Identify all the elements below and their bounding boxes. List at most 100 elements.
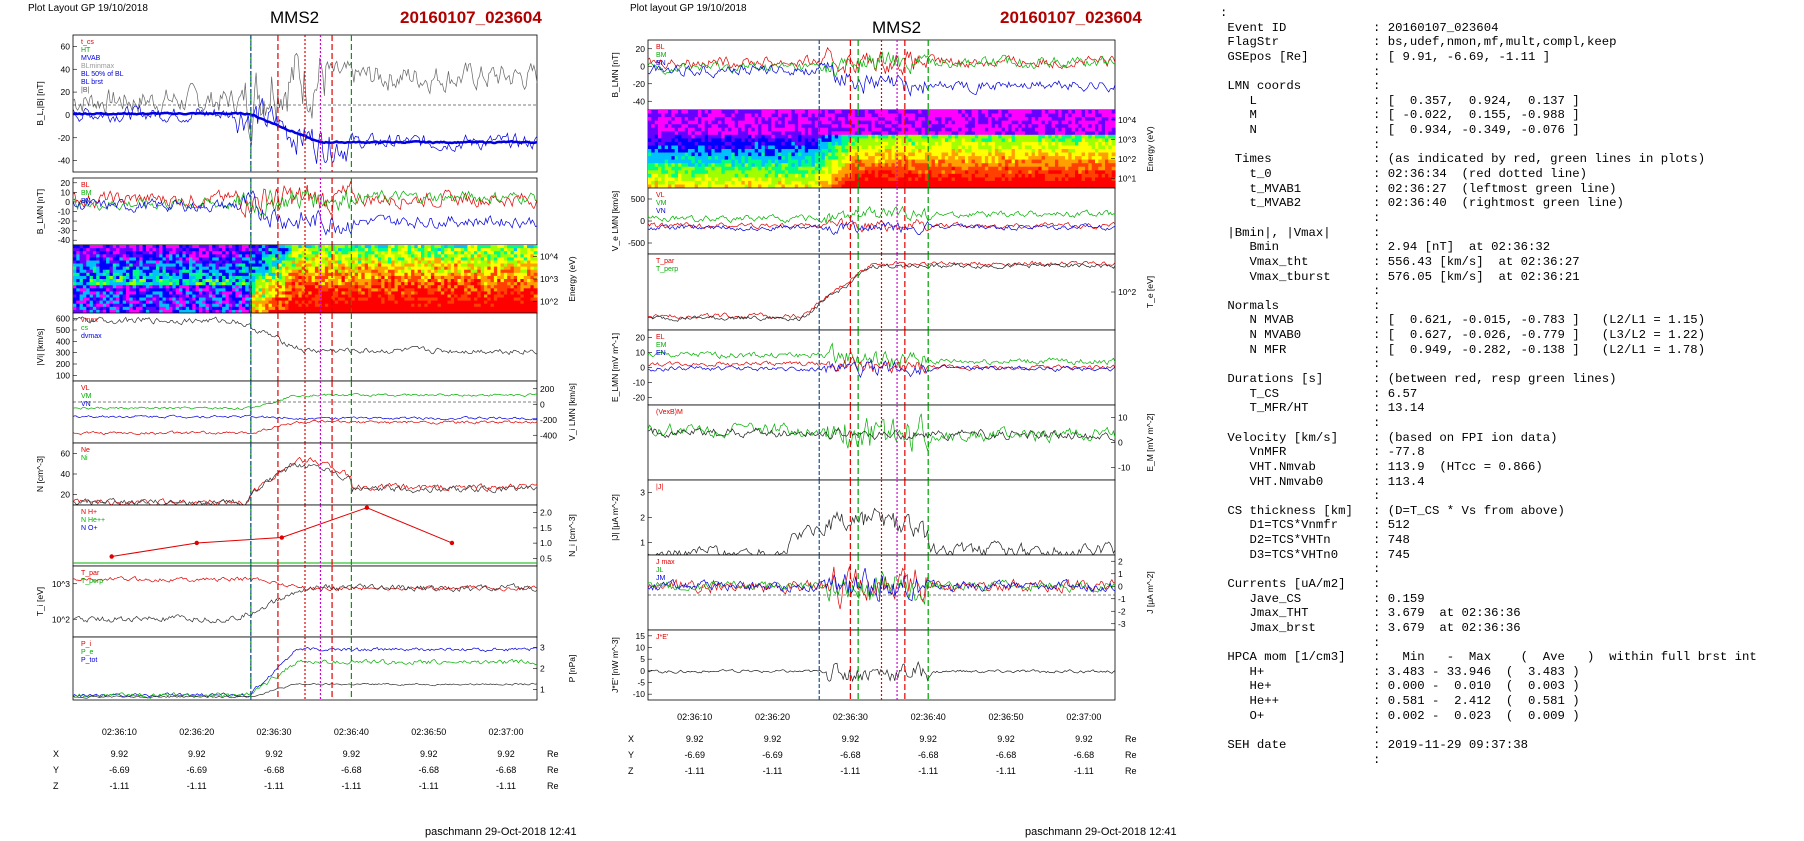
spectrogram-cell: [861, 127, 866, 132]
spectrogram-cell: [523, 306, 528, 311]
spectrogram-cell: [530, 260, 535, 265]
spectrogram-cell: [480, 254, 485, 258]
spectrogram-cell: [271, 285, 276, 289]
spectrogram-cell: [864, 131, 869, 136]
spectrogram-cell: [721, 152, 726, 157]
spectrogram-cell: [139, 282, 144, 286]
spectrogram-cell: [778, 138, 782, 143]
spectrogram-cell: [245, 266, 250, 271]
spectrogram-cell: [314, 245, 319, 249]
spectrogram-cell: [510, 291, 515, 296]
spectrogram-cell: [119, 248, 124, 252]
spectrogram-cell: [76, 251, 81, 255]
spectrogram-cell: [503, 245, 508, 249]
spectrogram-cell: [724, 131, 729, 136]
spectrogram-cell: [711, 141, 716, 146]
spectrogram-cell: [391, 254, 396, 258]
spectrogram-cell: [831, 141, 836, 146]
spectrogram-cell: [232, 297, 236, 302]
spectrogram-cell: [136, 279, 140, 283]
spectrogram-cell: [99, 263, 104, 268]
spectrogram-cell: [434, 291, 439, 296]
spectrogram-cell: [361, 269, 366, 274]
spectrogram-cell: [218, 275, 223, 280]
spectrogram-cell: [651, 127, 656, 132]
spectrogram-cell: [771, 159, 776, 164]
spectrogram-cell: [311, 272, 316, 277]
spectrogram-cell: [334, 272, 339, 277]
spectrogram-cell: [198, 294, 203, 299]
spectrogram-cell: [324, 306, 329, 311]
spectrogram-cell: [175, 275, 180, 280]
spectrogram-cell: [344, 306, 349, 311]
spectrogram-cell: [82, 282, 87, 286]
spectrogram-cell: [718, 120, 722, 125]
spectrogram-cell: [314, 257, 319, 262]
y-tick-label: -40: [633, 96, 646, 106]
spectrogram-cell: [106, 275, 110, 280]
spectrogram-cell: [854, 127, 859, 132]
spectrogram-cell: [142, 282, 147, 286]
spectrogram-cell: [86, 263, 91, 268]
spectrogram-cell: [331, 297, 336, 302]
legend-label: MVAB: [81, 55, 101, 62]
spectrogram-cell: [454, 254, 458, 258]
spectrogram-cell: [96, 282, 101, 286]
spectrogram-cell: [493, 309, 498, 314]
spectrogram-cell: [308, 297, 313, 302]
spectrogram-cell: [112, 248, 117, 252]
spectrogram-cell: [152, 306, 157, 311]
spectrogram-cell: [245, 245, 250, 249]
spectrogram-cell: [724, 184, 729, 189]
spectrogram-cell: [503, 275, 508, 280]
spectrogram-cell: [424, 297, 429, 302]
spectrogram-cell: [500, 254, 505, 258]
spectrogram-cell: [122, 288, 127, 292]
spectrogram-cell: [73, 309, 77, 314]
spectrogram-cell: [387, 282, 392, 286]
spectrogram-cell: [73, 251, 77, 255]
spectrogram-cell: [480, 275, 485, 280]
spectrogram-cell: [92, 285, 97, 289]
spectrogram-cell: [175, 248, 180, 252]
spectrogram-cell: [265, 251, 270, 255]
spectrogram-cell: [242, 285, 246, 289]
spectrogram-cell: [457, 279, 462, 283]
spectrogram-cell: [381, 309, 386, 314]
spectrogram-cell: [208, 285, 213, 289]
spectrogram-cell: [271, 309, 276, 314]
left-layout-header: Plot Layout GP 19/10/2018: [28, 3, 148, 14]
spectrogram-cell: [411, 275, 415, 280]
spectrogram-cell: [523, 260, 528, 265]
spectrogram-cell: [434, 254, 439, 258]
spectrogram-cell: [136, 263, 140, 268]
spectrogram-cell: [344, 248, 349, 252]
spectrogram-cell: [79, 309, 84, 314]
spectrogram-cell: [152, 245, 157, 249]
spectrogram-cell: [179, 306, 183, 311]
spectrogram-cell: [361, 272, 366, 277]
spectrogram-cell: [754, 113, 759, 118]
spectrogram-cell: [301, 260, 306, 265]
spectrogram-cell: [457, 282, 462, 286]
spectrogram-cell: [490, 272, 495, 277]
spectrogram-cell: [324, 291, 329, 296]
spectrogram-cell: [351, 291, 356, 296]
spectrogram-cell: [225, 269, 230, 274]
spectrogram-cell: [661, 177, 666, 182]
spectrogram-cell: [291, 309, 296, 314]
spectrogram-cell: [112, 291, 117, 296]
spectrogram-cell: [791, 149, 796, 154]
spectrogram-cell: [824, 156, 829, 161]
spectrogram-cell: [738, 127, 742, 132]
spectrogram-cell: [268, 260, 273, 265]
spectrogram-cell: [513, 309, 518, 314]
spectrogram-cell: [470, 279, 475, 283]
spectrogram-cell: [811, 117, 816, 122]
spectrogram-cell: [818, 134, 822, 139]
spectrogram-cell: [126, 272, 130, 277]
spectrogram-cell: [457, 288, 462, 292]
spectrogram-cell: [252, 254, 256, 258]
spectrogram-cell: [414, 297, 419, 302]
